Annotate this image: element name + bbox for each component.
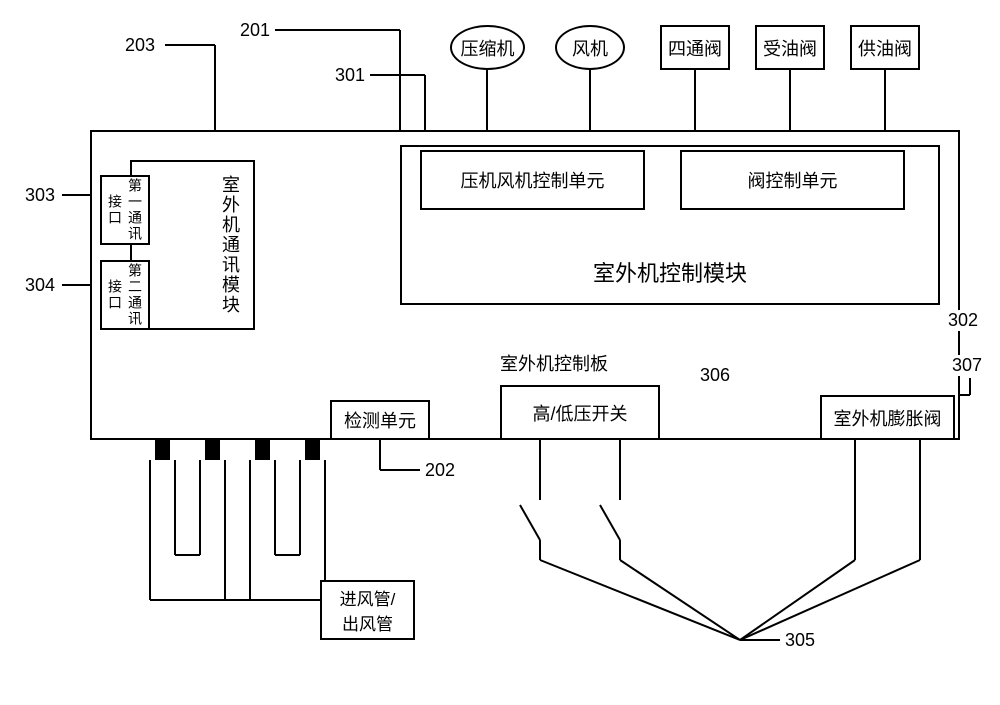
board-label: 室外机控制板 [500, 350, 608, 376]
comm-module-label: 室外机通讯模块 [217, 175, 243, 315]
oil-supply-label: 供油阀 [858, 35, 912, 61]
fan-label: 风机 [572, 35, 608, 61]
diagram-canvas: 室外机通讯模块 第一通讯接口 第二通讯接口 室外机控制模块 压机风机控制单元 阀… [0, 0, 1000, 705]
exp-valve: 室外机膨胀阀 [820, 395, 955, 440]
four-way-label: 四通阀 [668, 35, 722, 61]
oil-recv-label: 受油阀 [763, 35, 817, 61]
ref-201: 201 [240, 20, 270, 41]
four-way-valve: 四通阀 [660, 25, 730, 70]
duct-label: 进风管/ 出风管 [340, 585, 396, 635]
compressor: 压缩机 [450, 25, 525, 70]
port2-label: 第二通讯接口 [105, 262, 145, 328]
ref-305: 305 [785, 630, 815, 651]
ctrl-module-label: 室外机控制模块 [593, 256, 747, 288]
ref-302: 302 [948, 310, 978, 331]
oil-recv-valve: 受油阀 [755, 25, 825, 70]
duct-label-box: 进风管/ 出风管 [320, 580, 415, 640]
ref-301: 301 [335, 65, 365, 86]
duct-bar-1 [155, 440, 170, 460]
ref-303: 303 [25, 185, 55, 206]
duct-bar-2 [205, 440, 220, 460]
oil-supply-valve: 供油阀 [850, 25, 920, 70]
hl-switch-label: 高/低压开关 [532, 400, 627, 426]
comp-fan-unit-label: 压机风机控制单元 [461, 167, 605, 193]
duct-bar-3 [255, 440, 270, 460]
detect-unit-label: 检测单元 [344, 407, 416, 433]
ref-307: 307 [952, 355, 982, 376]
valve-unit: 阀控制单元 [680, 150, 905, 210]
ref-202: 202 [425, 460, 455, 481]
comp-fan-unit: 压机风机控制单元 [420, 150, 645, 210]
port2: 第二通讯接口 [100, 260, 150, 330]
fan: 风机 [555, 25, 625, 70]
exp-valve-label: 室外机膨胀阀 [834, 405, 942, 431]
port1-label: 第一通讯接口 [105, 177, 145, 243]
valve-unit-label: 阀控制单元 [748, 167, 838, 193]
ref-203: 203 [125, 35, 155, 56]
port1: 第一通讯接口 [100, 175, 150, 245]
compressor-label: 压缩机 [461, 35, 515, 61]
hl-switch: 高/低压开关 [500, 385, 660, 440]
duct-bar-4 [305, 440, 320, 460]
ref-304: 304 [25, 275, 55, 296]
detect-unit: 检测单元 [330, 400, 430, 440]
ref-306: 306 [700, 365, 730, 386]
